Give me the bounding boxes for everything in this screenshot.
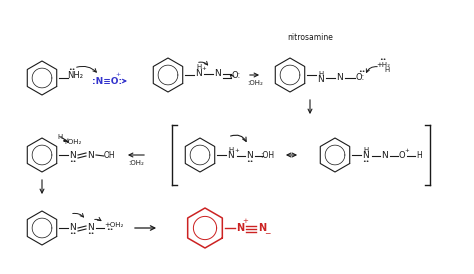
Text: N: N [363,152,369,161]
Text: O:: O: [356,73,365,82]
Text: +OH₂: +OH₂ [104,222,124,228]
Text: NH₂: NH₂ [67,70,83,79]
Text: N: N [215,70,221,78]
Text: +: + [242,218,248,224]
Text: +H₂: +H₂ [376,62,390,68]
Text: :N≡O:: :N≡O: [92,76,122,85]
Text: H: H [196,64,201,70]
Text: N: N [318,75,324,84]
Text: •: • [62,138,66,147]
Text: N: N [88,224,94,233]
Text: H: H [319,71,324,77]
Text: N: N [258,223,266,233]
Text: +: + [405,149,410,153]
Text: H: H [416,152,422,161]
Text: N: N [246,152,254,161]
Text: N: N [70,224,76,233]
Text: +: + [235,149,239,153]
Text: ••: •• [246,159,254,164]
Text: N: N [236,223,244,233]
Text: H: H [57,134,63,140]
Text: H: H [364,147,369,153]
Text: :OH₂: :OH₂ [247,80,263,86]
Text: :OH: :OH [260,152,274,161]
Text: ••: •• [87,232,95,236]
Text: ••: •• [69,158,77,164]
Text: ••: •• [362,159,370,164]
Text: N: N [196,70,202,78]
Text: N: N [382,152,388,161]
Text: H: H [228,147,234,153]
Text: ••: •• [106,227,114,233]
Text: +: + [201,65,206,70]
Text: N: N [337,73,343,82]
Text: OH: OH [103,152,115,161]
Text: +: + [115,73,120,78]
Text: ••: •• [379,58,387,62]
Text: N: N [228,152,234,161]
Text: :OH₂: :OH₂ [128,160,144,166]
Text: −: − [264,230,270,238]
Text: ••: •• [358,70,366,75]
Text: O:: O: [231,72,241,81]
Text: H: H [384,67,390,73]
Text: +OH₂: +OH₂ [62,139,82,145]
Text: ••: •• [69,232,77,236]
Text: nitrosamine: nitrosamine [287,33,333,41]
Text: N: N [88,150,94,159]
Text: ••: •• [68,67,76,72]
Text: N: N [70,150,76,159]
Text: O: O [399,152,405,161]
